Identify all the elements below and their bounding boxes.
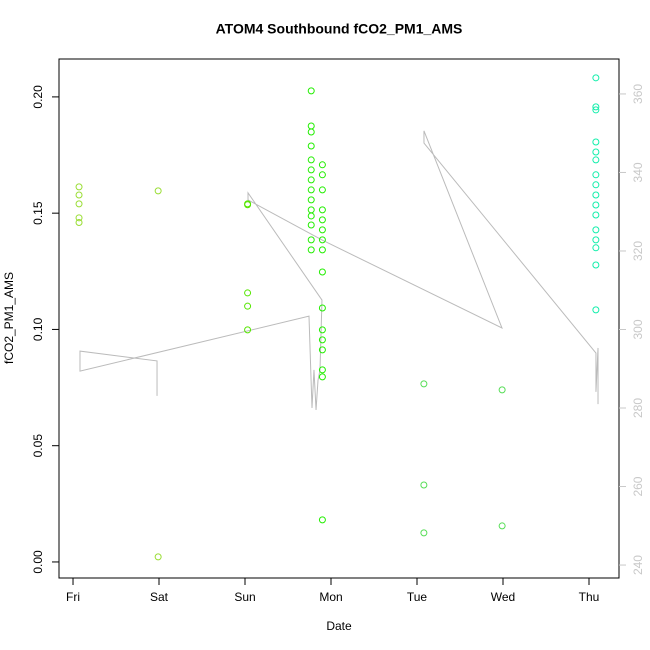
point bbox=[318, 171, 326, 179]
point bbox=[307, 221, 315, 229]
y-tick-label: 0.10 bbox=[31, 317, 45, 341]
point bbox=[592, 148, 600, 156]
point bbox=[318, 346, 326, 354]
point bbox=[498, 386, 506, 394]
point bbox=[307, 156, 315, 164]
point bbox=[244, 302, 252, 310]
point bbox=[318, 268, 326, 276]
point bbox=[592, 171, 600, 179]
point bbox=[307, 212, 315, 220]
point bbox=[592, 181, 600, 189]
point bbox=[318, 206, 326, 214]
point bbox=[75, 214, 83, 222]
point bbox=[307, 87, 315, 95]
point bbox=[318, 516, 326, 524]
point bbox=[154, 187, 162, 195]
point bbox=[307, 128, 315, 136]
point bbox=[318, 366, 326, 374]
x-axis-label: Date bbox=[326, 619, 352, 633]
point bbox=[592, 106, 600, 114]
point bbox=[592, 306, 600, 314]
point bbox=[420, 529, 428, 537]
y-tick-label: 0.05 bbox=[31, 434, 45, 458]
line bbox=[79, 130, 599, 411]
y-tick-label: 0.15 bbox=[31, 201, 45, 225]
y-tick-label: 0.20 bbox=[31, 85, 45, 109]
x-tick-label: Fri bbox=[66, 590, 80, 604]
point bbox=[307, 122, 315, 130]
point bbox=[244, 326, 252, 334]
y2-tick-label: 300 bbox=[631, 319, 645, 339]
plot-frame bbox=[58, 58, 620, 579]
x-tick-label: Sat bbox=[150, 590, 169, 604]
point bbox=[592, 261, 600, 269]
point bbox=[75, 191, 83, 199]
y2-tick-label: 240 bbox=[631, 555, 645, 575]
y2-tick-label: 320 bbox=[631, 241, 645, 261]
point bbox=[592, 74, 600, 82]
point bbox=[592, 236, 600, 244]
point bbox=[307, 246, 315, 254]
point bbox=[318, 246, 326, 254]
point bbox=[318, 326, 326, 334]
point bbox=[244, 289, 252, 297]
point bbox=[307, 176, 315, 184]
point bbox=[592, 201, 600, 209]
point bbox=[592, 138, 600, 146]
point bbox=[307, 186, 315, 194]
point bbox=[154, 553, 162, 561]
point bbox=[318, 216, 326, 224]
x-tick-label: Thu bbox=[579, 590, 600, 604]
point bbox=[307, 166, 315, 174]
point bbox=[592, 211, 600, 219]
point bbox=[244, 201, 252, 209]
point bbox=[592, 226, 600, 234]
y2-tick-label: 340 bbox=[631, 162, 645, 182]
point bbox=[307, 206, 315, 214]
point bbox=[307, 236, 315, 244]
point bbox=[318, 304, 326, 312]
x-tick-label: Sun bbox=[234, 590, 255, 604]
point bbox=[318, 186, 326, 194]
point bbox=[498, 522, 506, 530]
x-tick-label: Mon bbox=[319, 590, 342, 604]
y-axis-label: fCO2_PM1_AMS bbox=[2, 272, 16, 364]
y-tick-label: 0.00 bbox=[31, 550, 45, 574]
x-tick-label: Wed bbox=[491, 590, 515, 604]
y2-tick-label: 280 bbox=[631, 398, 645, 418]
point bbox=[318, 373, 326, 381]
point bbox=[75, 200, 83, 208]
point bbox=[592, 103, 600, 111]
chart-title: ATOM4 Southbound fCO2_PM1_AMS bbox=[216, 21, 463, 37]
point bbox=[318, 161, 326, 169]
point bbox=[420, 380, 428, 388]
point bbox=[592, 156, 600, 164]
point bbox=[592, 244, 600, 252]
point bbox=[318, 236, 326, 244]
point bbox=[592, 191, 600, 199]
point bbox=[75, 218, 83, 226]
y2-tick-label: 360 bbox=[631, 84, 645, 104]
point bbox=[307, 196, 315, 204]
point bbox=[318, 226, 326, 234]
y2-tick-label: 260 bbox=[631, 476, 645, 496]
x-tick-label: Tue bbox=[407, 590, 428, 604]
point bbox=[420, 481, 428, 489]
point bbox=[75, 183, 83, 191]
point bbox=[318, 336, 326, 344]
point bbox=[307, 142, 315, 150]
